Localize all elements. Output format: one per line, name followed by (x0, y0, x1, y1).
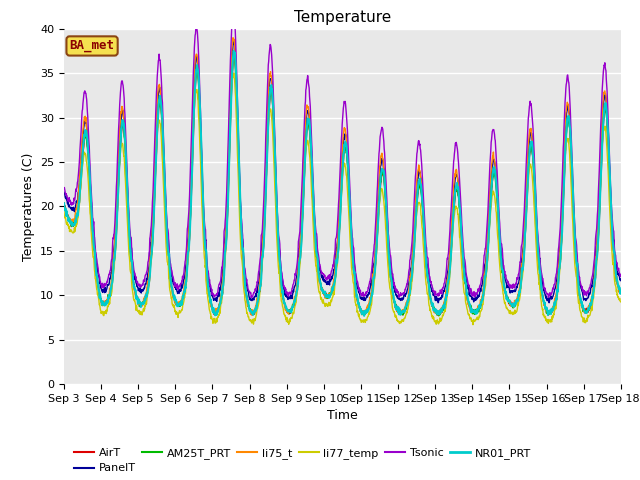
li75_t (617, 290, 625, 296)
Tsonic (308, 149, 316, 155)
li77_temp (126, 259, 134, 265)
PanelT (103, 285, 111, 290)
li75_t (318, 287, 326, 293)
AM25T_PRT (126, 241, 134, 247)
NR01_PRT (617, 288, 625, 294)
li75_t (126, 244, 134, 250)
li75_t (378, 153, 385, 159)
AirT (126, 240, 134, 246)
AirT (318, 285, 326, 291)
Tsonic (378, 128, 385, 133)
PanelT (545, 300, 553, 306)
li75_t (60, 201, 68, 207)
Tsonic (230, 8, 237, 13)
AirT (297, 251, 305, 257)
li75_t (545, 312, 552, 318)
AM25T_PRT (308, 175, 316, 181)
AM25T_PRT (230, 52, 237, 58)
Line: li77_temp: li77_temp (64, 73, 621, 324)
li77_temp (103, 308, 111, 314)
Tsonic (297, 215, 305, 220)
Title: Temperature: Temperature (294, 10, 391, 25)
NR01_PRT (60, 201, 68, 206)
NR01_PRT (297, 250, 305, 255)
Y-axis label: Temperatures (C): Temperatures (C) (22, 152, 35, 261)
PanelT (230, 39, 238, 45)
li77_temp (318, 299, 326, 305)
X-axis label: Time: Time (327, 409, 358, 422)
AM25T_PRT (617, 290, 625, 296)
Tsonic (318, 271, 326, 276)
li77_temp (617, 299, 625, 305)
li77_temp (469, 322, 477, 327)
PanelT (126, 231, 134, 237)
NR01_PRT (126, 236, 134, 242)
Tsonic (103, 279, 111, 285)
Text: BA_met: BA_met (70, 39, 115, 52)
AirT (230, 52, 238, 58)
li77_temp (378, 187, 385, 193)
AirT (378, 176, 385, 182)
li77_temp (60, 209, 68, 215)
Tsonic (617, 272, 625, 277)
AirT (308, 172, 316, 178)
NR01_PRT (230, 48, 237, 54)
li75_t (297, 235, 305, 240)
li77_temp (308, 197, 316, 203)
PanelT (297, 232, 305, 238)
PanelT (378, 161, 385, 167)
AirT (60, 200, 68, 206)
AM25T_PRT (60, 201, 68, 206)
Line: AirT: AirT (64, 55, 621, 315)
Line: PanelT: PanelT (64, 42, 621, 303)
Tsonic (545, 295, 552, 300)
AM25T_PRT (103, 300, 111, 306)
PanelT (308, 165, 316, 170)
NR01_PRT (308, 166, 316, 171)
li75_t (229, 35, 237, 41)
NR01_PRT (360, 313, 368, 319)
li75_t (308, 175, 316, 180)
AirT (617, 289, 625, 295)
Tsonic (60, 185, 68, 191)
PanelT (60, 189, 68, 195)
Tsonic (126, 225, 134, 230)
Line: li75_t: li75_t (64, 38, 621, 315)
AM25T_PRT (297, 247, 305, 253)
AM25T_PRT (318, 288, 326, 294)
AM25T_PRT (435, 313, 443, 319)
li77_temp (230, 70, 237, 76)
li75_t (103, 297, 111, 302)
Line: Tsonic: Tsonic (64, 11, 621, 298)
AM25T_PRT (378, 173, 385, 179)
AirT (103, 298, 111, 303)
PanelT (318, 273, 326, 278)
Legend: AirT, PanelT, AM25T_PRT, li75_t, li77_temp, Tsonic, NR01_PRT: AirT, PanelT, AM25T_PRT, li75_t, li77_te… (70, 444, 535, 478)
li77_temp (297, 251, 305, 257)
NR01_PRT (378, 168, 385, 174)
Line: NR01_PRT: NR01_PRT (64, 51, 621, 316)
NR01_PRT (103, 300, 111, 306)
Line: AM25T_PRT: AM25T_PRT (64, 55, 621, 316)
PanelT (617, 277, 625, 283)
AirT (434, 312, 442, 318)
NR01_PRT (318, 286, 326, 292)
